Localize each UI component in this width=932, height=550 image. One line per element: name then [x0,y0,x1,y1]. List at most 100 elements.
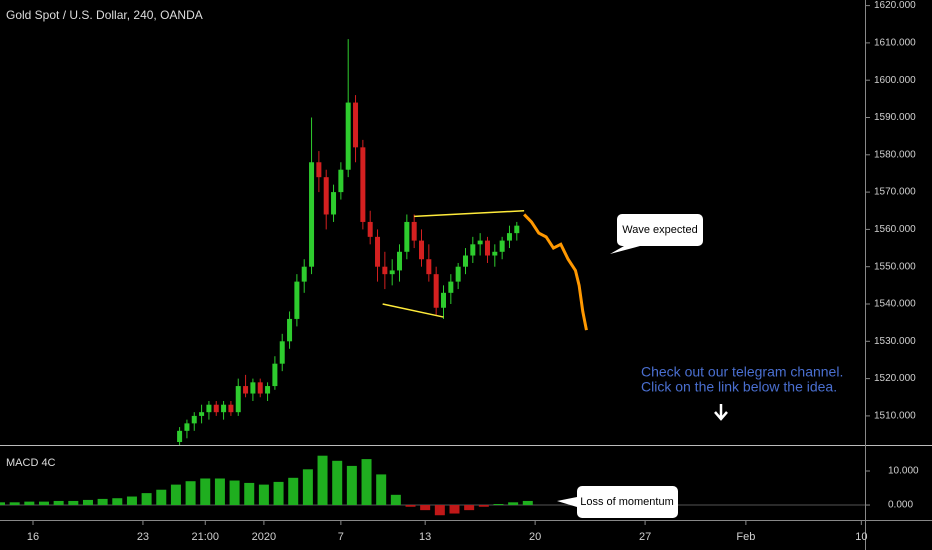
candle-body [184,423,190,431]
bar [464,505,475,511]
candle-body [470,244,476,256]
candle-body [397,251,403,271]
projection-line [523,213,588,331]
candle-body [221,404,227,413]
candle-body [206,404,212,413]
candle-body [235,386,241,413]
x-tick-label: 7 [338,531,344,543]
candle-body [199,412,205,416]
y-tick-label: 1560.000 [874,224,916,235]
candle-body [265,386,271,394]
bar [288,477,299,506]
y-tick-label: 10.000 [888,466,919,477]
candle-body [382,266,388,275]
candle-body [309,162,315,267]
candle-body [455,266,461,282]
callout: Loss of momentum [557,486,678,518]
candle-body [345,102,351,170]
axes: 1510.000 1520.000 1530.000 1540.000 1550.000… [27,0,919,543]
candle-body [287,318,293,342]
y-tick-label: 1600.000 [874,75,916,86]
bar [68,500,79,506]
bar [478,505,489,507]
bar [332,460,343,506]
candle-body [367,221,373,237]
bar [53,500,64,506]
bar [493,504,504,506]
y-tick-label: 1620.000 [874,0,916,11]
price-pane [177,39,588,445]
candle-body [213,404,219,413]
macd-title: MACD 4C [6,457,56,469]
bar [508,502,519,506]
callout-text: Wave expected [622,224,697,236]
candle-body [411,221,417,241]
x-tick-label: 27 [639,531,651,543]
candle-body [492,251,498,256]
y-tick-label: 0.000 [888,500,913,511]
candle-body [257,382,263,394]
y-tick-label: 1520.000 [874,373,916,384]
candle-body [177,430,183,443]
bar [522,500,533,506]
candle-body [499,240,505,252]
annotation: Click on the link below the idea. [641,379,837,395]
bar [38,501,49,506]
y-tick-label: 1510.000 [874,411,916,422]
trend-line [414,210,525,218]
candle-body [389,270,395,275]
bar [420,505,431,511]
candle-body [440,292,446,308]
bar [112,498,123,506]
y-tick-label: 1570.000 [874,187,916,198]
candle-body [360,147,366,222]
bar [317,455,328,506]
bar [244,482,255,506]
candle-body [353,102,359,148]
candle-body [419,240,425,260]
bar [273,481,284,506]
bar [156,489,167,506]
candle-body [484,240,490,256]
bar [390,494,401,506]
candle-body [375,236,381,267]
candle-body [477,240,483,245]
bar [449,505,460,514]
candle-body [279,341,285,364]
candle-body [250,382,256,394]
trend-line [382,303,444,318]
x-tick-label: 2020 [252,531,276,543]
bar [170,484,181,506]
x-tick-label: 13 [419,531,431,543]
bar [405,505,416,507]
bar [200,478,211,506]
y-tick-label: 1610.000 [874,38,916,49]
bar [24,501,35,506]
candle-body [272,363,278,387]
y-tick-label: 1550.000 [874,261,916,272]
candle-body [338,169,344,193]
x-tick-label: Feb [736,531,755,543]
macd-pane [0,455,865,516]
candle-body [514,225,520,234]
arrow [714,404,728,421]
candle-body [404,221,410,252]
callout-text: Loss of momentum [580,496,674,508]
bar [185,481,196,506]
candle-body [506,233,512,241]
candle-body [426,259,432,275]
bar [126,496,137,506]
candle-body [331,192,337,215]
annotation: Check out our telegram channel. [641,364,843,380]
candle-body [294,281,300,319]
chart-title: Gold Spot / U.S. Dollar, 240, OANDA [6,8,203,22]
candle-body [243,386,249,394]
bar [141,493,152,506]
y-tick-label: 1540.000 [874,299,916,310]
candle-body [433,274,439,308]
bar [258,484,269,506]
candle-body [323,177,329,215]
bar [97,498,108,506]
